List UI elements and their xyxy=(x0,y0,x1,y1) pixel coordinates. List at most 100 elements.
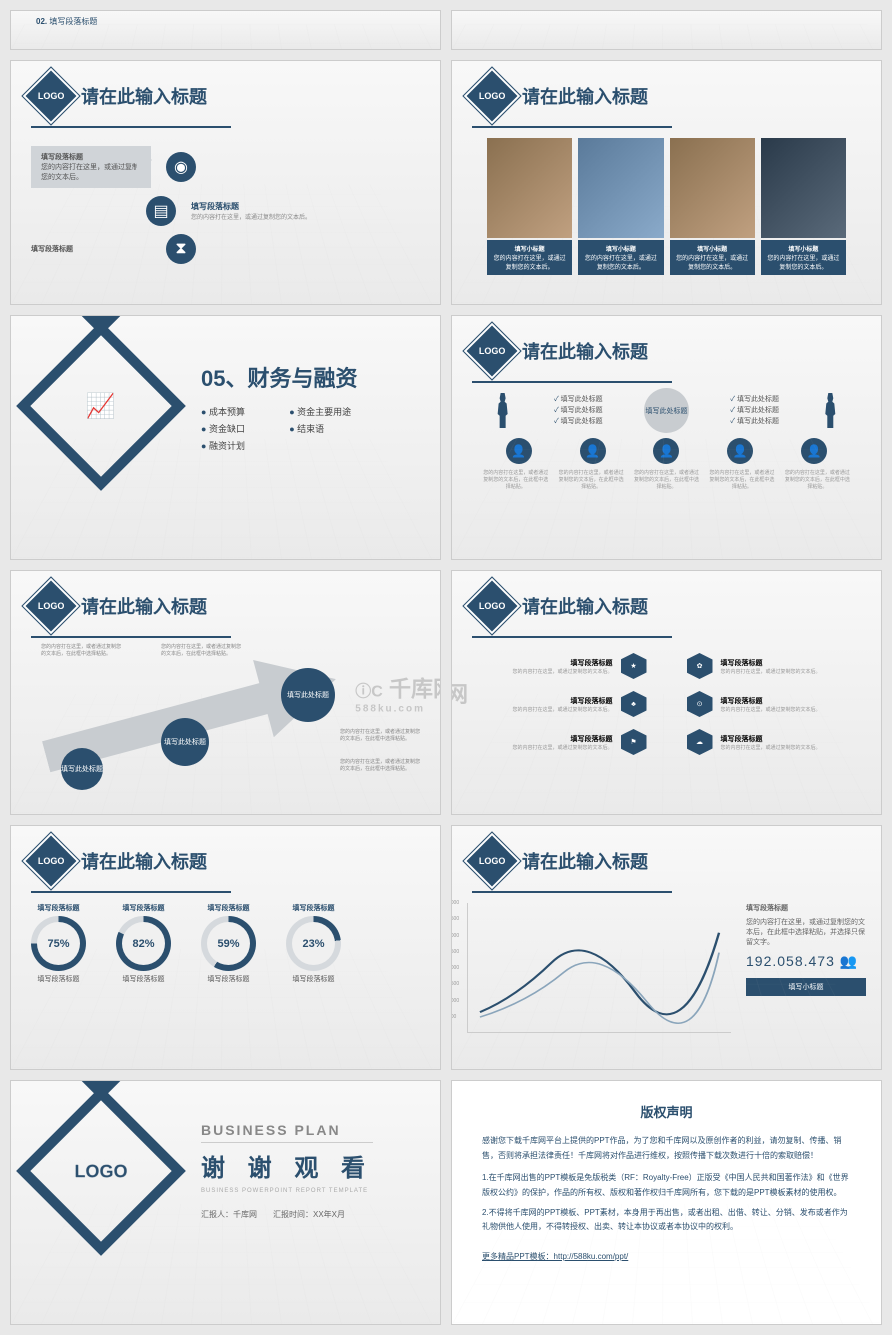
center-label: 填写此处标题 xyxy=(644,388,689,433)
slide-line-chart: LOGO 请在此输入标题 400035003000250020001500100… xyxy=(451,825,882,1070)
slide-title: 请在此输入标题 xyxy=(81,593,207,619)
hex-icon: ⊙ xyxy=(687,691,713,717)
subtitle: BUSINESS POWERPOINT REPORT TEMPLATE xyxy=(201,1188,373,1194)
milestone-circle: 填写此处标题 xyxy=(61,748,103,790)
logo-icon: LOGO xyxy=(464,578,521,635)
hex-icon: ☁ xyxy=(687,729,713,755)
checklist: 填写此处标题填写此处标题填写此处标题 xyxy=(730,394,779,428)
item: 成本预算 xyxy=(201,405,269,418)
checklist: 填写此处标题填写此处标题填写此处标题 xyxy=(554,394,603,428)
hex-item: ♣填写段落标题您的内容打在这里，或通过复制您的文本后。 xyxy=(482,691,647,717)
info-text: 您的内容打在这里，或通过复制您的文本后，在此框中选择粘贴，并选择只保留文字。 xyxy=(746,917,866,947)
label: 填写段落标题 xyxy=(31,246,73,253)
big-number: 192.058.473 👥 xyxy=(746,953,866,970)
copyright-p2: 1.在千库网出售的PPT模板是免版税类（RF：Royalty-Free）正版受《… xyxy=(482,1171,851,1200)
copyright-title: 版权声明 xyxy=(482,1101,851,1124)
col-text: 您的内容打在这里，或者通过复制您的文本后，在此框中选择粘贴。 xyxy=(784,469,851,490)
copyright-p1: 感谢您下载千库网平台上提供的PPT作品，为了您和千库网以及原创作者的利益，请勿复… xyxy=(482,1134,851,1163)
logo-icon: LOGO xyxy=(23,578,80,635)
text: 您的内容打在这里，或通过复制您的文本后。 xyxy=(191,212,311,221)
logo-diamond: LOGO xyxy=(16,1086,186,1256)
logo-icon: LOGO xyxy=(23,833,80,890)
document-icon: ▤ xyxy=(146,196,176,226)
location-icon: ◉ xyxy=(166,152,196,182)
slide-title: 请在此输入标题 xyxy=(522,83,648,109)
chart-button[interactable]: 填写小标题 xyxy=(746,978,866,996)
hex-icon: ✿ xyxy=(687,653,713,679)
donut-item: 填写段落标题 59% 填写段落标题 xyxy=(201,903,256,984)
col-text: 您的内容打在这里，或者通过复制您的文本后，在此框中选择粘贴。 xyxy=(557,469,624,490)
logo-icon: LOGO xyxy=(23,68,80,125)
eng-title: BUSINESS PLAN xyxy=(201,1122,373,1138)
slide-title: 请在此输入标题 xyxy=(81,848,207,874)
donut-item: 填写段落标题 82% 填写段落标题 xyxy=(116,903,171,984)
slide-title: 请在此输入标题 xyxy=(522,593,648,619)
item: 资金主要用途 xyxy=(289,405,357,418)
info-title: 填写段落标题 xyxy=(746,905,788,912)
slide-growth-arrow: LOGO 请在此输入标题 填写此处标题 填写此处标题 填写此处标题 您的内容打在… xyxy=(10,570,441,815)
arrow-box: 填写段落标题您的内容打在这里，或通过复制您的文本后。 xyxy=(31,146,151,188)
hex-icon: ♣ xyxy=(621,691,647,717)
slide-title: 请在此输入标题 xyxy=(522,848,648,874)
slide-images: LOGO 请在此输入标题 填写小标题您的内容打在这里，或通过复制您的文本后。 填… xyxy=(451,60,882,305)
slide-partial-left: 02. 填写段落标题 xyxy=(10,10,441,50)
item: 融资计划 xyxy=(201,439,269,452)
slide-hex-grid: LOGO 请在此输入标题 ★填写段落标题您的内容打在这里，或通过复制您的文本后。… xyxy=(451,570,882,815)
section-diamond-icon: 📈 xyxy=(16,321,186,491)
logo-icon: LOGO xyxy=(464,68,521,125)
user-icon: 👤 xyxy=(801,438,827,464)
hourglass-icon: ⧗ xyxy=(166,234,196,264)
image-card: 填写小标题您的内容打在这里，或通过复制您的文本后。 xyxy=(578,138,663,275)
date: 汇报时间：XX年X月 xyxy=(273,1210,345,1219)
slide-people: LOGO 请在此输入标题 填写此处标题填写此处标题填写此处标题 填写此处标题 填… xyxy=(451,315,882,560)
user-icon: 👤 xyxy=(653,438,679,464)
slide-title: 请在此输入标题 xyxy=(81,83,207,109)
user-icon: 👤 xyxy=(506,438,532,464)
donut-item: 填写段落标题 75% 填写段落标题 xyxy=(31,903,86,984)
person-silhouette-icon xyxy=(820,393,840,428)
hex-item: ☁填写段落标题您的内容打在这里，或通过复制您的文本后。 xyxy=(687,729,852,755)
user-icon: 👤 xyxy=(727,438,753,464)
person-silhouette-icon xyxy=(493,393,513,428)
image-card: 填写小标题您的内容打在这里，或通过复制您的文本后。 xyxy=(487,138,572,275)
hex-item: ✿填写段落标题您的内容打在这里，或通过复制您的文本后。 xyxy=(687,653,852,679)
note: 您的内容打在这里，或者通过复制您的文本后，在此框中选择粘贴。 xyxy=(340,758,420,772)
item: 结束语 xyxy=(289,422,357,435)
hex-icon: ★ xyxy=(621,653,647,679)
t: 填写段落标题 xyxy=(49,17,97,26)
col-text: 您的内容打在这里，或者通过复制您的文本后，在此框中选择粘贴。 xyxy=(633,469,700,490)
hex-item: ⊙填写段落标题您的内容打在这里，或通过复制您的文本后。 xyxy=(687,691,852,717)
hex-item: ★填写段落标题您的内容打在这里，或通过复制您的文本后。 xyxy=(482,653,647,679)
col-text: 您的内容打在这里，或者通过复制您的文本后，在此框中选择粘贴。 xyxy=(482,469,549,490)
note: 您的内容打在这里，或者通过复制您的文本后，在此框中选择粘贴。 xyxy=(340,728,420,742)
donut-item: 填写段落标题 23% 填写段落标题 xyxy=(286,903,341,984)
more-link[interactable]: 更多精品PPT模板：http://588ku.com/ppt/ xyxy=(482,1250,851,1264)
hex-item: ⚑填写段落标题您的内容打在这里，或通过复制您的文本后。 xyxy=(482,729,647,755)
col-text: 您的内容打在这里，或者通过复制您的文本后，在此框中选择粘贴。 xyxy=(708,469,775,490)
slide-arrows: LOGO 请在此输入标题 填写段落标题您的内容打在这里，或通过复制您的文本后。 … xyxy=(10,60,441,305)
milestone-circle: 填写此处标题 xyxy=(161,718,209,766)
slide-donuts: LOGO 请在此输入标题 填写段落标题 75% 填写段落标题填写段落标题 82%… xyxy=(10,825,441,1070)
note: 您的内容打在这里，或者通过复制您的文本后，在此框中选择粘贴。 xyxy=(161,643,241,657)
slide-title: 请在此输入标题 xyxy=(522,338,648,364)
section-title: 05、财务与融资 xyxy=(201,361,357,393)
slide-partial-right xyxy=(451,10,882,50)
logo-icon: LOGO xyxy=(464,833,521,890)
reporter: 汇报人：千库网 xyxy=(201,1210,257,1219)
slide-thanks: LOGO BUSINESS PLAN 谢 谢 观 看 BUSINESS POWE… xyxy=(10,1080,441,1325)
slide-copyright: 版权声明 感谢您下载千库网平台上提供的PPT作品，为了您和千库网以及原创作者的利… xyxy=(451,1080,882,1325)
image-card: 填写小标题您的内容打在这里，或通过复制您的文本后。 xyxy=(670,138,755,275)
thanks-title: 谢 谢 观 看 xyxy=(201,1148,373,1183)
label: 填写段落标题 xyxy=(191,201,311,212)
note: 您的内容打在这里，或者通过复制您的文本后，在此框中选择粘贴。 xyxy=(41,643,121,657)
logo-icon: LOGO xyxy=(464,323,521,380)
slide-section-05: 📈 05、财务与融资 成本预算 资金主要用途 资金缺口 结束语 融资计划 xyxy=(10,315,441,560)
hex-icon: ⚑ xyxy=(621,729,647,755)
line-chart-area: 40003500300025002000150010005000 xyxy=(467,903,731,1033)
item: 资金缺口 xyxy=(201,422,269,435)
milestone-circle: 填写此处标题 xyxy=(281,668,335,722)
copyright-p3: 2.不得将千库网的PPT模板、PPT素材，本身用于再出售，或者出租、出借、转让、… xyxy=(482,1206,851,1235)
image-card: 填写小标题您的内容打在这里，或通过复制您的文本后。 xyxy=(761,138,846,275)
user-icon: 👤 xyxy=(580,438,606,464)
num: 02. xyxy=(36,17,47,26)
